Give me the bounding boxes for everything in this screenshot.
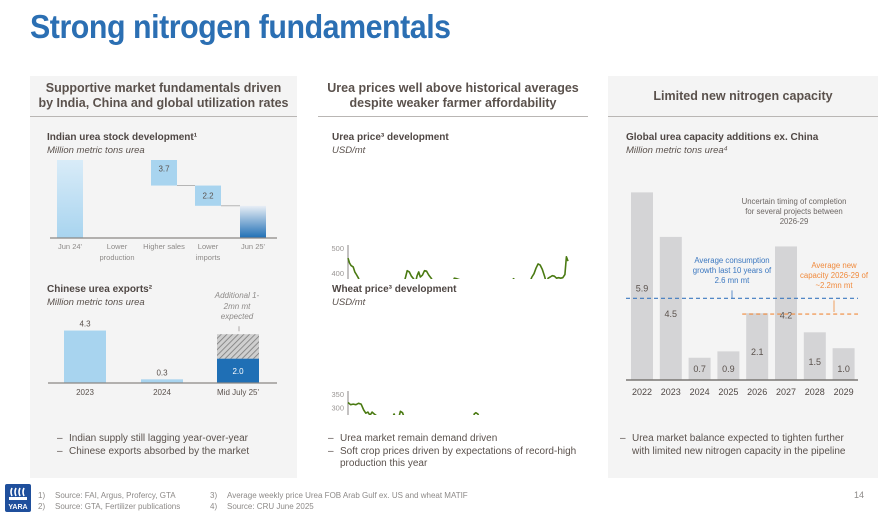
chart-title-indian-stock: Indian urea stock development¹ — [47, 132, 198, 143]
y-tick-label: 500 — [331, 244, 344, 253]
x-tick-label: Higher sales — [143, 242, 185, 251]
x-tick-label: imports — [196, 253, 221, 262]
annotation-new-capacity: Average new capacity 2026-29 of ~2.2mn m… — [799, 261, 869, 290]
bullets-panel-1: Indian supply still lagging year-over-ye… — [57, 433, 292, 458]
x-tick-label: Jun 24' — [58, 242, 83, 251]
bar-data-label: 4.3 — [79, 320, 91, 329]
x-tick-label: Jun 25' — [241, 242, 266, 251]
bar-data-label: 5.9 — [636, 283, 649, 293]
x-tick-label: 2022 — [632, 387, 652, 397]
x-tick-label: 2023 — [76, 388, 94, 397]
chart-title-urea-price: Urea price³ development — [332, 132, 449, 143]
bar-2026 — [746, 313, 769, 380]
bar-2029 — [832, 348, 855, 380]
waterfall-bar-start — [57, 160, 83, 238]
footnote: 3) Average weekly price Urea FOB Arab Gul… — [210, 491, 468, 500]
bar-2024 — [141, 379, 183, 383]
bar-data-label: 2.0 — [232, 367, 244, 376]
chart-wheat-price: 0250300350jan-23jan-24jan-25jun-25 — [331, 390, 480, 415]
waterfall-data-label: 3.7 — [158, 165, 170, 174]
chart-unit-urea-price: USD/mt — [332, 145, 366, 156]
footnotes-right: 3) Average weekly price Urea FOB Arab Gul… — [210, 490, 468, 512]
x-tick-label: Lower — [198, 242, 219, 251]
x-tick-label: 2024 — [690, 387, 710, 397]
footnote: 4) Source: CRU June 2025 — [210, 502, 314, 511]
panel-header: Supportive market fundamentals driven by… — [30, 76, 297, 117]
bar-data-label: 4.5 — [665, 309, 678, 319]
waterfall-bar-3 — [195, 185, 221, 206]
chart-title-chinese-exports: Chinese urea exports² — [47, 284, 153, 295]
x-tick-label: 2024 — [153, 388, 171, 397]
bullet-item: Indian supply still lagging year-over-ye… — [57, 433, 292, 446]
y-tick-label: 300 — [331, 403, 344, 412]
bullet-item: Chinese exports absorbed by the market — [57, 446, 292, 459]
panel-nitrogen-capacity: Limited new nitrogen capacity Global ure… — [608, 76, 878, 478]
chart-unit-chinese-exports: Million metric tons urea — [47, 297, 145, 308]
x-tick-label: 2023 — [661, 387, 681, 397]
page-number: 14 — [853, 490, 864, 500]
panel-india-china: Supportive market fundamentals driven by… — [30, 76, 297, 478]
series-line-wheat — [347, 401, 480, 415]
bullet-item: Urea market balance expected to tighten … — [620, 433, 850, 458]
x-tick-label: 2025 — [718, 387, 738, 397]
chart-urea-price: 0300400500jan-23jan-24jan-25jun-25 — [331, 244, 569, 279]
annotation-consumption-growth: Average consumption growth last 10 years… — [692, 256, 772, 285]
annotation-uncertain-timing: Uncertain timing of completion for sever… — [741, 197, 847, 226]
bar-data-label: 0.9 — [722, 364, 735, 374]
bar-2023 — [64, 330, 106, 383]
bar-2025 — [717, 351, 740, 380]
bar-additional-expected-hatched — [217, 334, 259, 359]
bar-data-label: 0.7 — [693, 364, 706, 374]
waterfall-data-label: 2.2 — [202, 192, 214, 201]
x-tick-label: Lower — [107, 242, 128, 251]
footnotes-left: 1) Source: FAI, Argus, Profercy, GTA 2) So… — [38, 490, 180, 512]
bar-2027 — [775, 246, 797, 380]
series-line-urea — [347, 256, 569, 279]
chart-capacity-additions: 5.9 2022 4.5 2023 0.7 2024 0.9 2025 2.1 2026 4.2 20… — [626, 192, 858, 397]
chart-chinese-exports: 4.3 2023 0.3 2024 2.0 Mid July 25' — [48, 320, 277, 397]
bullet-item: Urea market remain demand driven — [328, 433, 583, 446]
bar-data-label: 1.0 — [837, 364, 850, 374]
bar-2024 — [688, 357, 711, 380]
bar-2022 — [631, 192, 653, 380]
x-tick-label: 2027 — [776, 387, 796, 397]
panel-urea-prices: Urea prices well above historical averag… — [318, 76, 588, 478]
chart-title-wheat-price: Wheat price³ development — [332, 284, 457, 295]
yara-logo: YARA — [5, 484, 31, 512]
waterfall-bar-2 — [151, 160, 177, 186]
panel-header: Urea prices well above historical averag… — [318, 76, 588, 117]
y-tick-label: 350 — [331, 390, 344, 399]
bullets-panel-3: Urea market balance expected to tighten … — [620, 433, 850, 458]
bar-data-label: 2.1 — [751, 347, 764, 357]
bullets-panel-2: Urea market remain demand driven Soft cr… — [328, 433, 583, 471]
x-tick-label: production — [99, 253, 134, 262]
chart-unit-indian-stock: Million metric tons urea — [47, 145, 145, 156]
annotation-additional-expected: Additional 1-2mn mt expected — [214, 291, 260, 321]
page-title: Strong nitrogen fundamentals — [30, 8, 451, 45]
bar-data-label: 1.5 — [809, 357, 822, 367]
bar-2023 — [659, 236, 682, 380]
chart-unit-wheat-price: USD/mt — [332, 297, 366, 308]
x-tick-label: 2029 — [834, 387, 854, 397]
logo-text: YARA — [8, 504, 27, 511]
x-tick-label: Mid July 25' — [217, 388, 259, 397]
footnote: 1) Source: FAI, Argus, Profercy, GTA — [38, 491, 176, 500]
bullet-item: Soft crop prices driven by expectations … — [328, 446, 583, 471]
y-tick-label: 400 — [331, 269, 344, 278]
x-tick-label: 2026 — [747, 387, 767, 397]
bar-2028 — [803, 332, 826, 380]
bar-data-label: 4.2 — [780, 310, 793, 320]
footnote: 2) Source: GTA, Fertilizer publications — [38, 502, 181, 511]
chart-title-capacity: Global urea capacity additions ex. China — [626, 132, 819, 143]
bar-data-label: 0.3 — [156, 368, 168, 377]
bar-mid-july-25- — [217, 358, 259, 383]
yara-ship-icon: YARA — [8, 487, 28, 511]
panel-header: Limited new nitrogen capacity — [608, 76, 878, 117]
waterfall-bar-end — [240, 205, 266, 238]
chart-unit-capacity: Million metric tons urea⁴ — [626, 145, 728, 156]
x-tick-label: 2028 — [805, 387, 825, 397]
